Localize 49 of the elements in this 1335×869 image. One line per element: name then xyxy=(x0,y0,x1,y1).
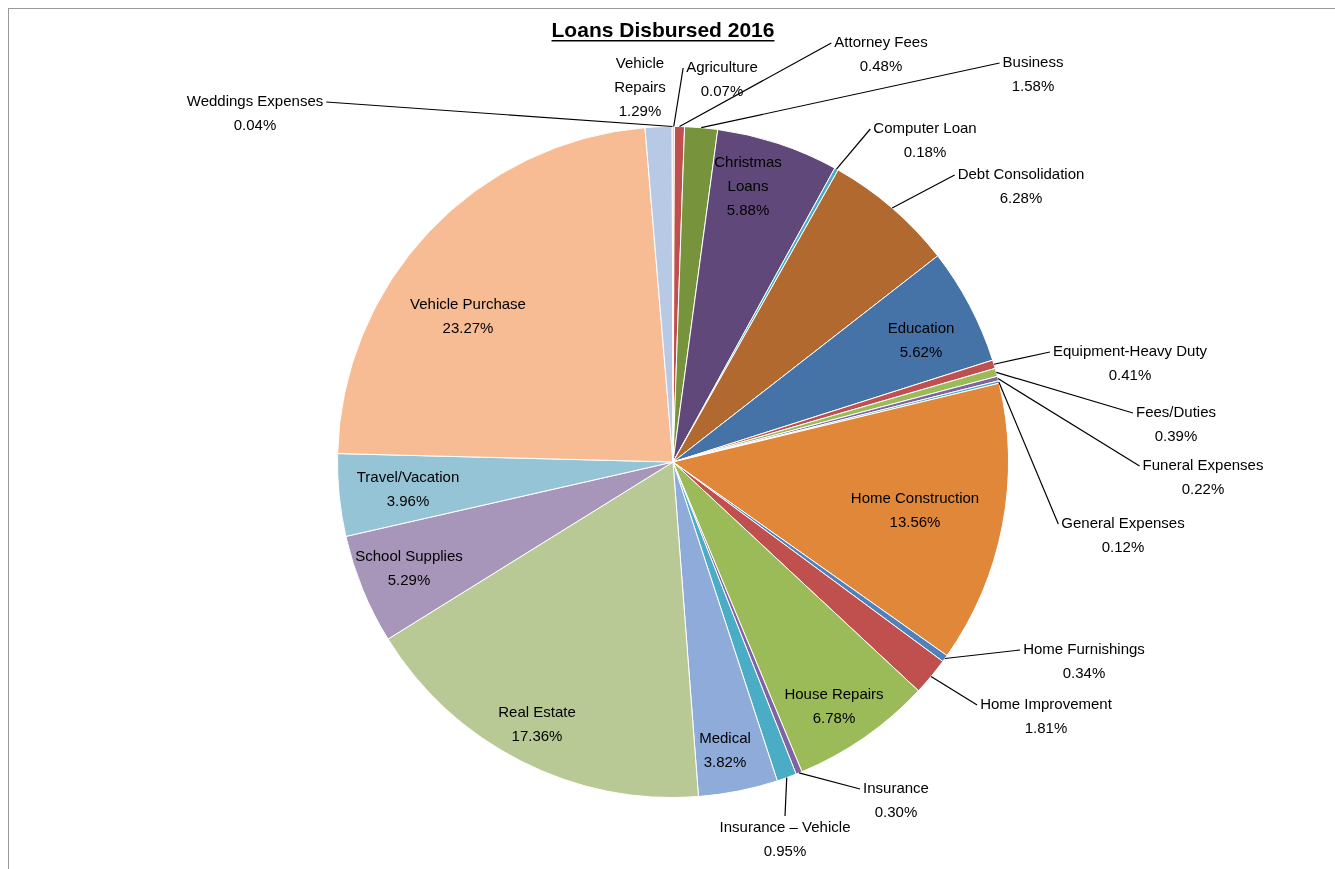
data-label: 5.29% xyxy=(387,571,431,589)
slice-label: Insurance xyxy=(863,779,929,797)
data-label: 1.81% xyxy=(1024,719,1068,737)
data-label: 0.95% xyxy=(763,842,807,860)
slice-label: Equipment-Heavy Duty xyxy=(1052,342,1208,360)
slice-label: Education xyxy=(887,319,955,337)
slice-label: Weddings Expenses xyxy=(186,92,324,110)
data-label: 0.39% xyxy=(1154,427,1198,445)
slice-label: Vehicle Purchase xyxy=(410,295,526,313)
data-label: 0.18% xyxy=(903,143,947,161)
slice-label: Computer Loan xyxy=(873,119,977,137)
slice-label: Home Furnishings xyxy=(1023,640,1145,658)
data-label: 5.62% xyxy=(899,343,943,361)
slice-label: Debt Consolidation xyxy=(957,165,1085,183)
slice-label: General Expenses xyxy=(1061,514,1185,532)
slice-label: Funeral Expenses xyxy=(1142,456,1264,474)
data-label: 13.56% xyxy=(889,513,941,531)
slice-label: Home Improvement xyxy=(980,695,1113,713)
data-label: 0.22% xyxy=(1181,480,1225,498)
slice-label: Home Construction xyxy=(850,489,980,507)
data-label: 3.96% xyxy=(386,492,430,510)
data-label: 0.04% xyxy=(233,116,277,134)
chart-title: Loans Disbursed 2016 xyxy=(551,18,775,41)
slice-label: Insurance – Vehicle xyxy=(719,818,851,836)
slice-label: Fees/Duties xyxy=(1135,403,1217,421)
data-label: 6.28% xyxy=(999,189,1043,207)
slice-label: Attorney Fees xyxy=(834,33,928,51)
data-label: 0.34% xyxy=(1062,664,1106,682)
slice-label: Real Estate xyxy=(498,703,576,721)
data-label: 0.30% xyxy=(874,803,918,821)
slice-label: School Supplies xyxy=(355,547,463,565)
data-label: 0.41% xyxy=(1108,366,1152,384)
data-label: 0.48% xyxy=(859,57,903,75)
data-label: 17.36% xyxy=(511,727,563,745)
slice-label: Vehicle Repairs xyxy=(614,54,666,96)
slice-label: Medical xyxy=(699,729,751,747)
slice-label: Travel/Vacation xyxy=(356,468,460,486)
data-label: 23.27% xyxy=(442,319,494,337)
slice-label: Agriculture xyxy=(686,58,758,76)
slice-label: Christmas Loans xyxy=(714,153,782,195)
data-label: 3.82% xyxy=(703,753,747,771)
data-label: 1.58% xyxy=(1011,77,1055,95)
data-label: 6.78% xyxy=(812,709,856,727)
slice-label: House Repairs xyxy=(784,685,884,703)
slice-label: Business xyxy=(1002,53,1064,71)
data-label: 0.12% xyxy=(1101,538,1145,556)
data-label: 0.07% xyxy=(700,82,744,100)
data-label: 1.29% xyxy=(618,102,662,120)
data-label: 5.88% xyxy=(726,201,770,219)
